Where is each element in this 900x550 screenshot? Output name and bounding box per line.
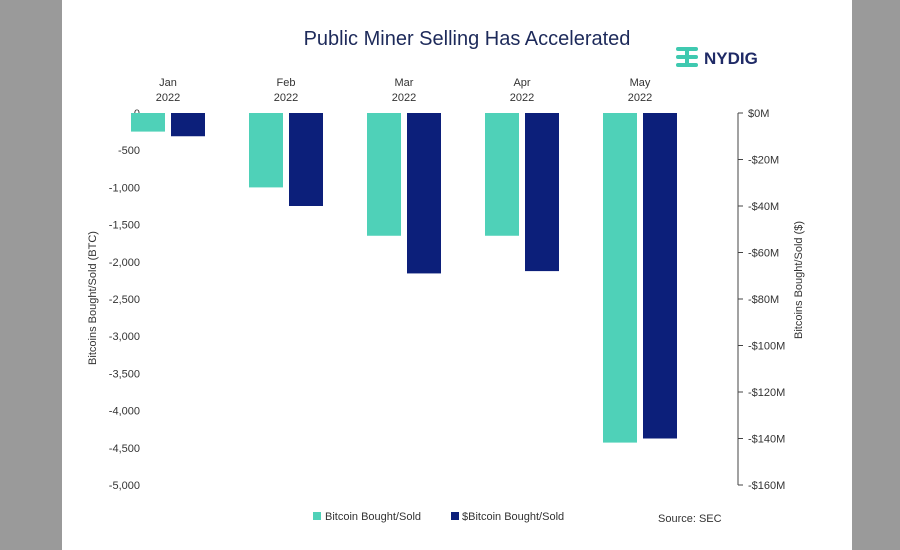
bar-bitcoin-bought-sold bbox=[249, 113, 283, 188]
left-tick-label: -1,500 bbox=[109, 220, 140, 232]
category-year-label: 2022 bbox=[392, 92, 416, 104]
right-tick-label: -$40M bbox=[748, 201, 779, 213]
left-tick-label: -3,000 bbox=[109, 331, 140, 343]
left-tick-label: -4,000 bbox=[109, 406, 140, 418]
legend-swatch-bitcoin bbox=[313, 512, 321, 520]
right-axis-label: Bitcoins Bought/Sold ($) bbox=[793, 221, 805, 339]
category-year-label: 2022 bbox=[274, 92, 298, 104]
right-tick-label: -$60M bbox=[748, 248, 779, 260]
chart-panel: Public Miner Selling Has Accelerated NYD… bbox=[62, 0, 852, 550]
bar-dollar-bitcoin-bought-sold bbox=[407, 113, 441, 274]
category-year-label: 2022 bbox=[510, 92, 534, 104]
chart-title: Public Miner Selling Has Accelerated bbox=[304, 28, 631, 50]
left-axis-label: Bitcoins Bought/Sold (BTC) bbox=[87, 231, 99, 365]
legend: Bitcoin Bought/Sold $Bitcoin Bought/Sold bbox=[313, 511, 564, 523]
bar-bitcoin-bought-sold bbox=[485, 113, 519, 236]
right-tick-label: -$20M bbox=[748, 155, 779, 167]
category-month-label: Feb bbox=[277, 77, 296, 89]
bar-bitcoin-bought-sold bbox=[131, 113, 165, 132]
bars bbox=[131, 113, 677, 443]
right-tick-label: $0M bbox=[748, 108, 769, 120]
bar-dollar-bitcoin-bought-sold bbox=[289, 113, 323, 206]
right-tick-label: -$100M bbox=[748, 341, 785, 353]
right-tick-label: -$80M bbox=[748, 294, 779, 306]
right-tick-label: -$140M bbox=[748, 434, 785, 446]
legend-label-bitcoin: Bitcoin Bought/Sold bbox=[325, 511, 421, 523]
left-tick-label: -1,000 bbox=[109, 182, 140, 194]
legend-label-dollar-bitcoin: $Bitcoin Bought/Sold bbox=[462, 511, 564, 523]
left-tick-label: -4,500 bbox=[109, 443, 140, 455]
category-month-label: May bbox=[630, 77, 651, 89]
right-tick-label: -$160M bbox=[748, 480, 785, 492]
left-tick-label: -3,500 bbox=[109, 368, 140, 380]
left-tick-label: -500 bbox=[118, 145, 140, 157]
nydig-logo: NYDIG bbox=[676, 47, 758, 68]
nydig-logo-icon bbox=[676, 47, 698, 67]
chart-canvas: Public Miner Selling Has Accelerated NYD… bbox=[87, 28, 805, 525]
bar-dollar-bitcoin-bought-sold bbox=[643, 113, 677, 439]
category-year-label: 2022 bbox=[156, 92, 180, 104]
left-tick-label: -5,000 bbox=[109, 480, 140, 492]
category-labels: Jan 2022 Feb 2022 Mar 2022 Apr 2022 May 2022 bbox=[156, 77, 652, 104]
category-month-label: Apr bbox=[513, 77, 530, 89]
right-tick-label: -$120M bbox=[748, 387, 785, 399]
category-month-label: Mar bbox=[395, 77, 414, 89]
category-year-label: 2022 bbox=[628, 92, 652, 104]
bar-dollar-bitcoin-bought-sold bbox=[171, 113, 205, 137]
left-tick-label: -2,500 bbox=[109, 294, 140, 306]
left-tick-label: -2,000 bbox=[109, 257, 140, 269]
bar-bitcoin-bought-sold bbox=[367, 113, 401, 236]
category-month-label: Jan bbox=[159, 77, 177, 89]
left-axis: 0-500-1,000-1,500-2,000-2,500-3,000-3,50… bbox=[109, 108, 140, 492]
bar-dollar-bitcoin-bought-sold bbox=[525, 113, 559, 272]
logo-text: NYDIG bbox=[704, 49, 758, 68]
source-label: Source: SEC bbox=[658, 513, 722, 525]
legend-swatch-dollar-bitcoin bbox=[451, 512, 459, 520]
bar-bitcoin-bought-sold bbox=[603, 113, 637, 443]
right-axis: $0M -$20M -$40M -$60M -$80M -$100M -$120M -$140… bbox=[738, 108, 785, 492]
